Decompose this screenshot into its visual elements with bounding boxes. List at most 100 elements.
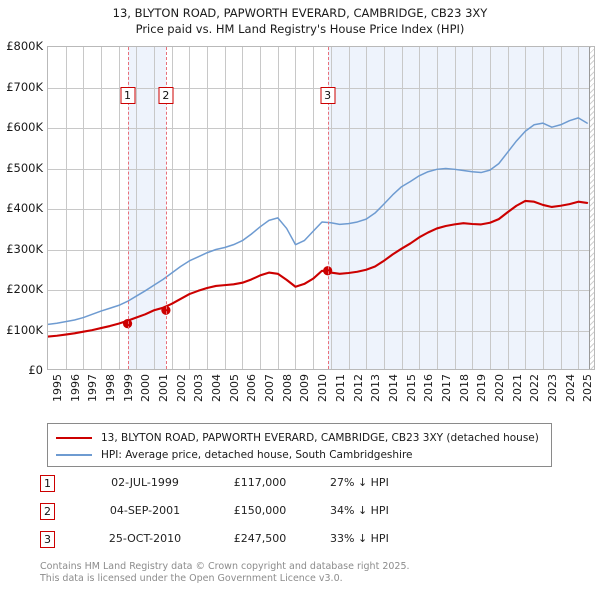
transaction-price: £150,000 — [233, 504, 287, 517]
x-axis-tick-label: 2002 — [174, 374, 188, 402]
transaction-price: £247,500 — [233, 532, 287, 545]
x-axis-tick-label: 2025 — [581, 374, 595, 402]
vertical-gridline — [383, 47, 385, 369]
ownership-band — [327, 47, 594, 369]
vertical-gridline — [136, 47, 138, 369]
event-marker-line — [127, 47, 129, 369]
page-title: 13, BLYTON ROAD, PAPWORTH EVERARD, CAMBR… — [112, 6, 488, 20]
horizontal-gridline — [48, 249, 594, 251]
vertical-gridline — [65, 47, 67, 369]
x-axis-tick-label: 2013 — [369, 374, 383, 402]
vertical-gridline — [242, 47, 244, 369]
y-axis-tick-label: £700K — [6, 79, 43, 94]
x-axis-tick-label: 2006 — [245, 374, 259, 402]
x-axis-tick-label: 1996 — [68, 374, 82, 402]
x-axis-tick-label: 2010 — [316, 374, 330, 402]
horizontal-gridline — [48, 168, 594, 170]
x-axis-tick-label: 2016 — [422, 374, 436, 402]
horizontal-gridline — [48, 330, 594, 332]
x-axis-tick-label: 2008 — [280, 374, 294, 402]
attribution-footer: Contains HM Land Registry data © Crown c… — [40, 561, 580, 584]
x-axis-tick-label: 2007 — [263, 374, 277, 402]
table-row: 3 25-OCT-2010 £247,500 33% ↓ HPI — [40, 529, 560, 557]
vertical-gridline — [189, 47, 191, 369]
transaction-price: £117,000 — [233, 476, 287, 489]
transaction-index-badge: 1 — [40, 475, 55, 492]
x-axis-tick-label: 2009 — [298, 374, 312, 402]
x-axis-tick-label: 2017 — [439, 374, 453, 402]
y-axis-tick-label: £600K — [6, 120, 43, 134]
vertical-gridline — [419, 47, 421, 369]
vertical-gridline — [330, 47, 332, 369]
y-axis-tick-label: £300K — [6, 241, 43, 256]
event-marker-badge: 1 — [120, 87, 136, 104]
x-axis-tick-label: 2022 — [528, 374, 542, 402]
x-axis-tick-label: 2023 — [545, 374, 559, 402]
horizontal-gridline — [48, 209, 594, 210]
y-axis-tick-label: £200K — [6, 282, 43, 296]
x-axis-tick-label: 2015 — [404, 374, 418, 402]
vertical-gridline — [348, 47, 350, 369]
event-marker-line — [327, 47, 329, 369]
x-axis-tick-label: 1997 — [86, 374, 100, 402]
x-axis-tick-label: 2001 — [157, 374, 171, 402]
transaction-hpi-delta: 27% ↓ HPI — [330, 476, 389, 489]
price-paid-line — [48, 199, 589, 338]
horizontal-gridline — [48, 128, 594, 129]
copyright-line: Contains HM Land Registry data © Crown c… — [40, 561, 410, 572]
x-axis-tick-label: 1995 — [51, 374, 64, 402]
vertical-gridline — [295, 47, 297, 369]
table-row: 2 04-SEP-2001 £150,000 34% ↓ HPI — [40, 501, 560, 529]
x-axis-tick-label: 2020 — [492, 374, 506, 402]
event-marker-badge: 3 — [320, 87, 336, 104]
transaction-index-badge: 2 — [40, 503, 55, 520]
event-marker-line — [165, 47, 167, 369]
event-marker-badge: 2 — [158, 87, 174, 104]
vertical-gridline — [507, 47, 509, 369]
vertical-gridline — [83, 47, 85, 369]
y-axis-tick-label: £100K — [6, 322, 43, 337]
x-axis-tick-label: 2004 — [210, 374, 224, 402]
legend-label-price-paid: 13, BLYTON ROAD, PAPWORTH EVERARD, CAMBR… — [101, 432, 539, 444]
vertical-gridline — [101, 47, 103, 369]
x-axis-tick-label: 2024 — [563, 374, 577, 402]
y-axis-tick-label: £0 — [28, 363, 43, 377]
transaction-date: 04-SEP-2001 — [109, 504, 181, 517]
legend-item-hpi: HPI: Average price, detached house, Sout… — [56, 447, 543, 463]
x-axis-tick-label: 1998 — [104, 374, 118, 402]
vertical-gridline — [401, 47, 403, 369]
x-axis-tick-label: 1999 — [121, 374, 135, 402]
chart-title-block: 13, BLYTON ROAD, PAPWORTH EVERARD, CAMBR… — [0, 5, 600, 37]
legend-swatch-hpi — [56, 454, 92, 456]
x-axis-tick-label: 2003 — [192, 374, 206, 402]
vertical-gridline — [154, 47, 156, 369]
vertical-gridline — [313, 47, 315, 369]
hpi-line — [48, 117, 588, 326]
transaction-index-badge: 3 — [40, 531, 55, 548]
chart-area: £0 £100K £200K £300K £400K £500K £600K £700K £80… — [0, 39, 600, 402]
transactions-table: 1 02-JUL-1999 £117,000 27% ↓ HPI 2 04-SE… — [40, 473, 560, 557]
vertical-gridline — [118, 47, 120, 369]
x-axis-tick-label: 2012 — [351, 374, 365, 402]
x-axis-labels: 1995 1996 1997 1998 1999 2000 2001 2002 2003 2004… — [47, 374, 600, 418]
x-axis-tick-label: 2019 — [475, 374, 489, 402]
y-axis-tick-label: £500K — [6, 160, 43, 175]
table-row: 1 02-JUL-1999 £117,000 27% ↓ HPI — [40, 473, 560, 501]
x-axis-tick-label: 2018 — [457, 374, 471, 402]
vertical-gridline — [277, 47, 279, 369]
vertical-gridline — [260, 47, 262, 369]
plot-region: 1 2 3 — [47, 46, 595, 370]
y-axis-tick-label: £800K — [6, 39, 43, 53]
vertical-gridline — [366, 47, 368, 369]
legend-swatch-price-paid — [56, 437, 92, 439]
x-axis-tick-label: 2021 — [510, 374, 524, 402]
no-data-hatched-region — [588, 47, 594, 369]
vertical-gridline — [472, 47, 474, 369]
transaction-dots — [122, 266, 333, 329]
x-axis-tick-label: 2000 — [139, 374, 153, 402]
vertical-gridline — [171, 47, 173, 369]
transaction-hpi-delta: 34% ↓ HPI — [330, 504, 389, 517]
vertical-gridline — [436, 47, 438, 369]
vertical-gridline — [560, 47, 562, 369]
vertical-gridline — [224, 47, 226, 369]
